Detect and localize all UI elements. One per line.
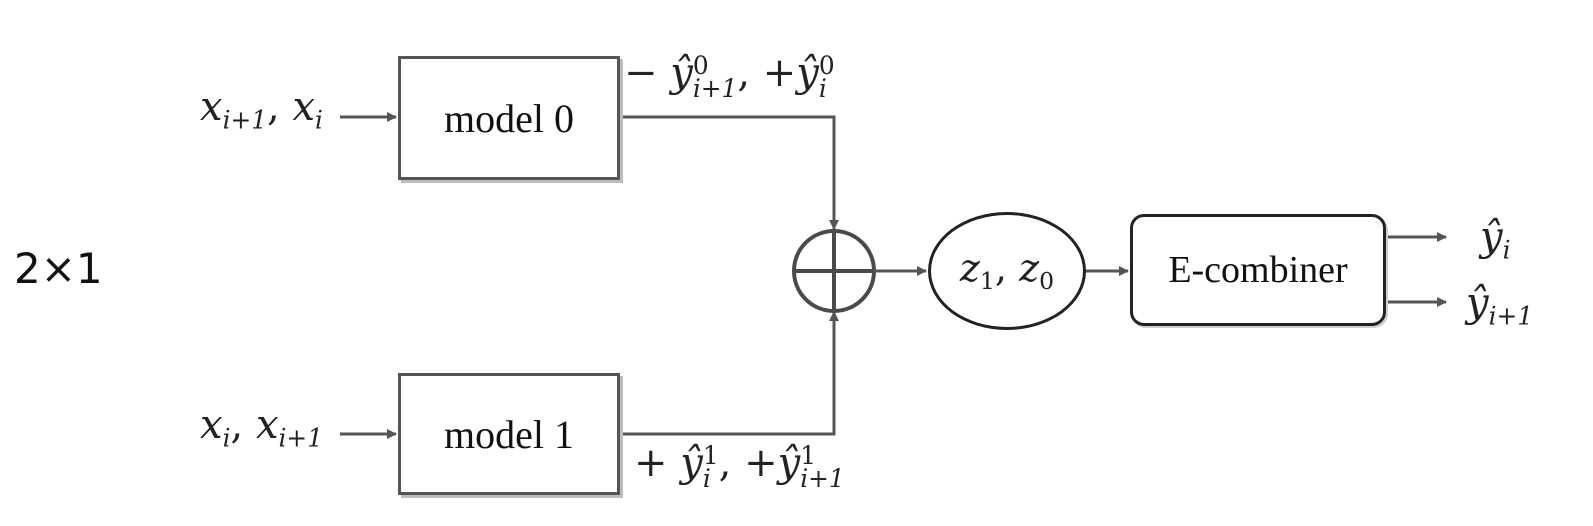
latent-label: z1, z0 xyxy=(959,246,1055,296)
output-bottom-label: ŷi+1 xyxy=(1466,280,1534,331)
model0-label: model 0 xyxy=(444,95,574,141)
input0-label: xi+1, xi xyxy=(200,84,323,135)
output-top-label: ŷi xyxy=(1480,214,1511,265)
model0-to-sum-line xyxy=(621,115,839,230)
model1-box: model 1 xyxy=(398,373,620,495)
model0-output-label: − ŷ 0 i+1, +ŷ 0 i xyxy=(624,50,835,104)
model0-box: model 0 xyxy=(398,56,620,180)
latent-ellipse: z1, z0 xyxy=(928,212,1086,330)
model1-label: model 1 xyxy=(444,411,574,457)
e-combiner-label: E-combiner xyxy=(1168,249,1348,291)
sum-icon xyxy=(792,229,876,313)
model1-to-sum-line xyxy=(621,311,839,436)
configuration-label: 2×1 xyxy=(14,244,103,293)
e-combiner-box: E-combiner xyxy=(1130,214,1386,326)
input1-label: xi, xi+1 xyxy=(200,402,323,453)
